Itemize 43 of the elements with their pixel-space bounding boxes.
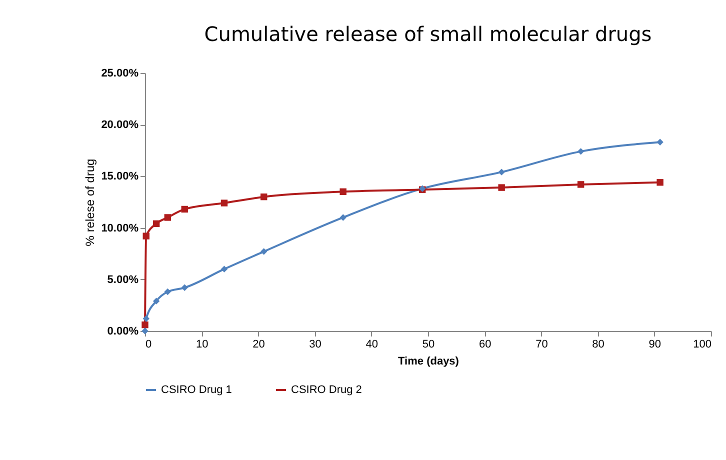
x-tick-label: 70 — [536, 338, 548, 350]
x-axis-title: Time (days) — [398, 356, 460, 368]
x-tick-label: 90 — [648, 338, 662, 350]
y-tick-label: 20.00% — [101, 119, 139, 132]
legend-label: CSIRO Drug 2 — [291, 384, 362, 396]
point — [164, 214, 171, 221]
point — [260, 248, 268, 255]
x-tick-label: 20 — [252, 338, 265, 350]
point — [142, 315, 150, 322]
x-tick-label: 40 — [366, 338, 378, 350]
point — [152, 220, 160, 228]
point — [656, 179, 664, 186]
x-tick-label: 60 — [478, 338, 492, 350]
x-tick-label: 100 — [693, 338, 712, 350]
x-tick-label: 80 — [592, 338, 604, 350]
y-tick-label: 25.00% — [101, 68, 139, 80]
y-tick-label: 0.00% — [107, 326, 139, 338]
point — [142, 232, 150, 240]
y-tick-label: 10.00% — [101, 222, 139, 234]
point — [152, 298, 160, 304]
y-tick-label: 15.00% — [101, 170, 139, 183]
point — [340, 188, 346, 196]
y-tick-label: 5.00% — [107, 274, 139, 286]
point — [577, 181, 584, 188]
point — [164, 288, 171, 296]
x-tick-label: 30 — [309, 338, 322, 350]
chart-title: Cumulative release of small molecular drugs — [204, 22, 652, 46]
point — [577, 148, 584, 155]
point — [220, 266, 228, 272]
point — [498, 184, 505, 191]
point — [656, 138, 664, 146]
point — [220, 200, 228, 206]
x-tick-label: 0 — [146, 338, 152, 350]
x-tick-label: 50 — [422, 338, 435, 350]
x-tick-label: 10 — [196, 338, 208, 350]
point — [142, 321, 148, 328]
point — [340, 214, 346, 221]
point — [260, 193, 268, 200]
legend-label: CSIRO Drug 1 — [161, 384, 232, 396]
point — [181, 206, 188, 213]
point — [181, 284, 188, 292]
y-axis-title: % relese of drug — [83, 158, 98, 246]
point — [498, 168, 505, 176]
